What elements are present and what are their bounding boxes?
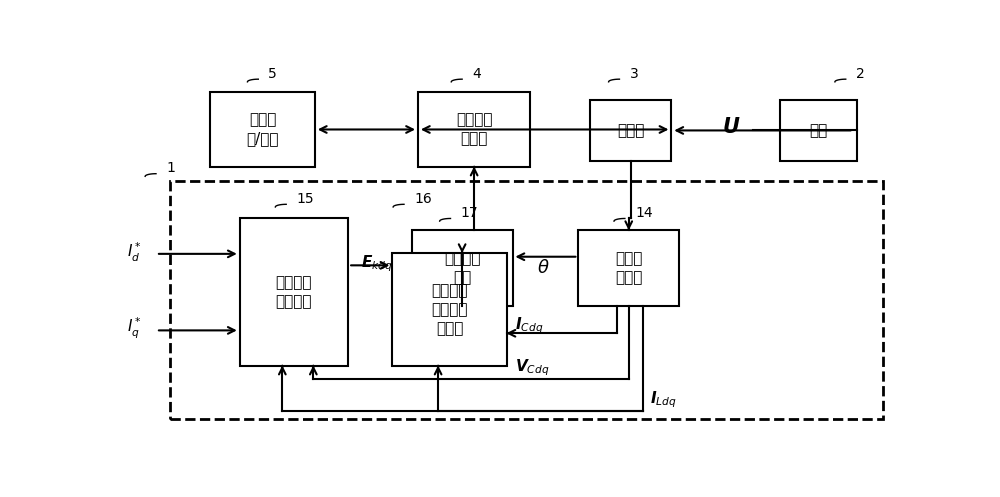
Text: $\boldsymbol{E}_{kdq}$: $\boldsymbol{E}_{kdq}$: [361, 253, 393, 274]
Text: 量单元: 量单元: [615, 270, 642, 285]
Text: 2: 2: [856, 67, 865, 81]
Text: 制单元: 制单元: [436, 321, 463, 336]
Text: $\boldsymbol{I}_{Ldq}$: $\boldsymbol{I}_{Ldq}$: [650, 389, 677, 410]
Text: 电力电子: 电力电子: [456, 112, 492, 127]
Bar: [578, 230, 679, 307]
Text: 1: 1: [166, 161, 175, 175]
Text: 单元: 单元: [453, 270, 471, 285]
Text: 自适应频: 自适应频: [431, 283, 468, 298]
Text: 15: 15: [296, 192, 314, 206]
Text: $\theta$: $\theta$: [537, 259, 550, 277]
Text: $\boldsymbol{I}_{Cdq}$: $\boldsymbol{I}_{Cdq}$: [515, 315, 543, 336]
Text: $\boldsymbol{U}$: $\boldsymbol{U}$: [722, 117, 740, 137]
Text: 5: 5: [268, 67, 277, 81]
Text: 电网: 电网: [810, 123, 828, 138]
Bar: [210, 92, 315, 167]
Text: 电流矢量: 电流矢量: [276, 275, 312, 290]
Text: 源/负荷: 源/负荷: [246, 132, 279, 147]
Text: 控制单元: 控制单元: [276, 294, 312, 309]
Bar: [392, 253, 507, 366]
Text: $I_q^*$: $I_q^*$: [127, 316, 141, 341]
Text: 滤波器: 滤波器: [617, 123, 644, 138]
Text: 16: 16: [414, 192, 432, 206]
Bar: [590, 100, 671, 161]
Text: 段增益控: 段增益控: [431, 302, 468, 317]
Text: 4: 4: [472, 67, 481, 81]
Text: 14: 14: [635, 206, 653, 220]
Text: $I_d^*$: $I_d^*$: [127, 241, 141, 263]
Text: 信号输出: 信号输出: [444, 251, 480, 266]
Bar: [418, 92, 530, 167]
Text: 3: 3: [630, 67, 638, 81]
Bar: [240, 219, 348, 366]
Text: 17: 17: [461, 206, 478, 220]
Bar: [780, 100, 857, 161]
Text: 信号测: 信号测: [615, 251, 642, 266]
Text: 直流电: 直流电: [249, 112, 276, 127]
Text: 变换器: 变换器: [460, 132, 488, 147]
Bar: [170, 180, 883, 418]
Bar: [412, 230, 512, 307]
Text: $\boldsymbol{V}_{Cdq}$: $\boldsymbol{V}_{Cdq}$: [515, 357, 549, 378]
